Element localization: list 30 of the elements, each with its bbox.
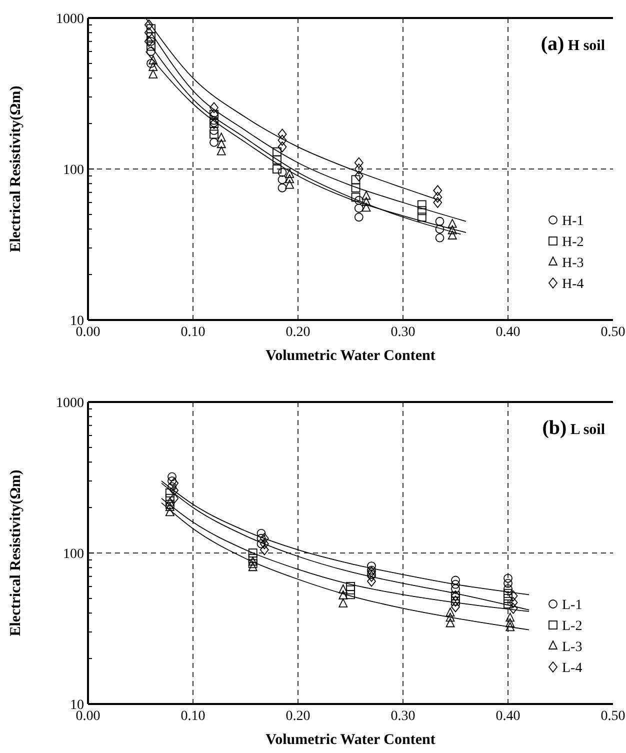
x-tick-label: 0.10 <box>180 709 206 724</box>
legend-label: H-1 <box>562 214 584 229</box>
legend-label: L-2 <box>562 618 582 634</box>
legend-label: H-4 <box>562 276 584 292</box>
y-axis-title: Electrical Resistivity(Ωm) <box>8 86 24 252</box>
x-tick-label: 0.40 <box>496 325 520 340</box>
x-axis-title: Volumetric Water Content <box>266 732 436 748</box>
x-tick-label: 0.20 <box>286 709 310 724</box>
x-tick-label: 0.10 <box>180 325 206 340</box>
x-tick-label: 0.20 <box>286 325 310 340</box>
annotation: (b) L soil <box>542 417 605 439</box>
y-tick-label: 100 <box>63 162 84 178</box>
legend-label: H-2 <box>562 234 584 250</box>
legend-label: L-4 <box>562 660 582 676</box>
annotation: (a) H soil <box>540 33 605 55</box>
x-tick-label: 0.50 <box>600 709 626 724</box>
x-tick-label: 0.30 <box>390 325 416 340</box>
legend-label: L-1 <box>562 598 582 613</box>
y-axis-title: Electrical Resistivity(Ωm) <box>8 470 24 636</box>
x-axis-title: Volumetric Water Content <box>266 348 436 364</box>
x-tick-label: 0.00 <box>76 325 100 340</box>
legend-label: L-3 <box>562 640 582 655</box>
x-tick-label: 0.50 <box>600 325 626 340</box>
y-tick-label: 1000 <box>56 396 84 411</box>
y-tick-label: 100 <box>63 546 84 562</box>
y-tick-label: 1000 <box>56 12 84 27</box>
legend-label: H-3 <box>562 256 584 271</box>
x-tick-label: 0.00 <box>76 709 100 724</box>
x-tick-label: 0.40 <box>496 709 520 724</box>
x-tick-label: 0.30 <box>390 709 416 724</box>
